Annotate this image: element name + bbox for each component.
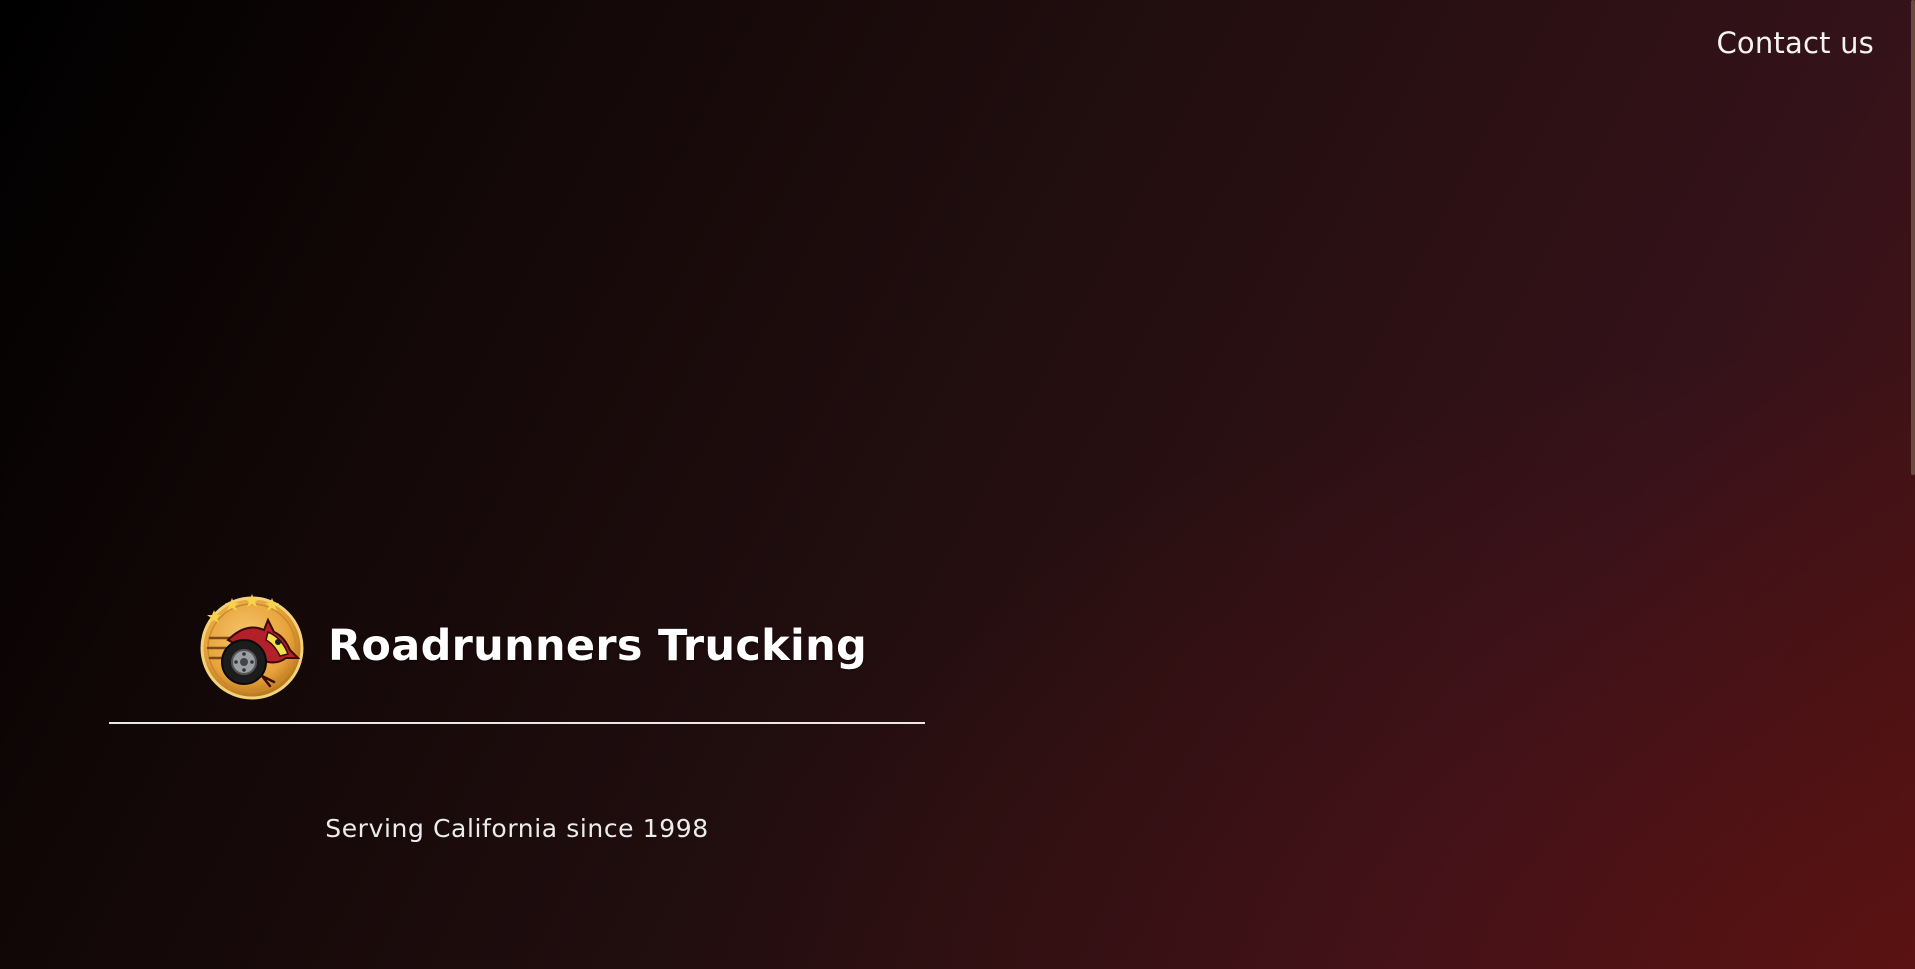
page-scrollbar[interactable] [1911,0,1915,475]
hero-divider [109,722,925,724]
roadrunner-wheel-logo-icon [200,594,304,700]
contact-us-link[interactable]: Contact us [1716,26,1874,60]
brand-block: Roadrunners Trucking [198,590,867,702]
brand-title: Roadrunners Trucking [328,621,868,671]
hero-tagline: Serving California since 1998 [325,814,709,843]
